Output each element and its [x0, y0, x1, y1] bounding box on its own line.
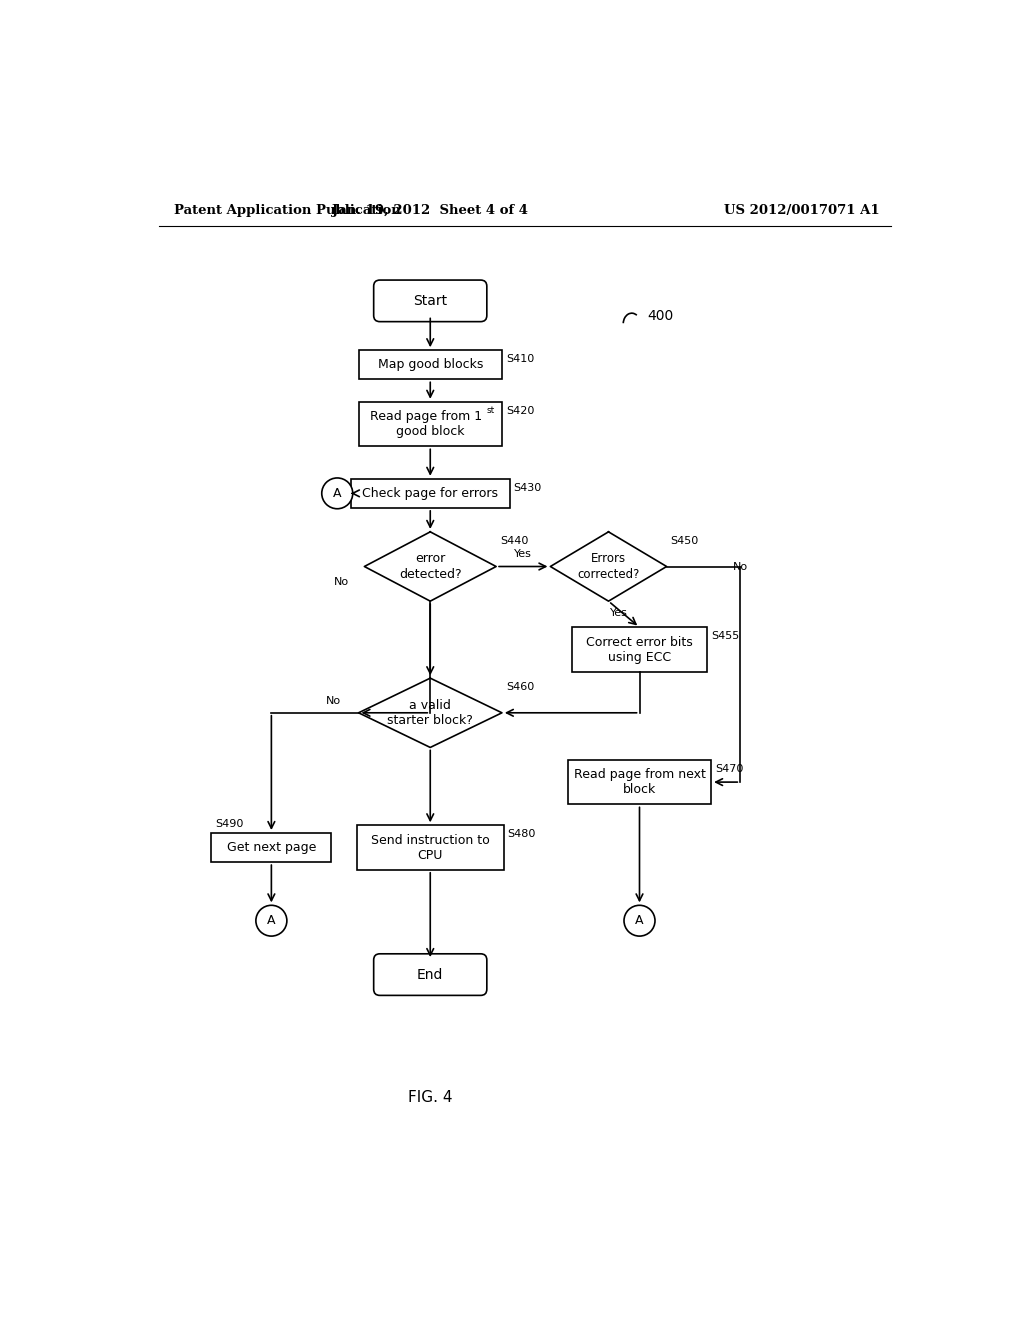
Text: st: st — [486, 405, 495, 414]
FancyBboxPatch shape — [568, 760, 712, 804]
Text: A: A — [267, 915, 275, 927]
FancyBboxPatch shape — [358, 401, 502, 446]
Circle shape — [322, 478, 352, 508]
Text: A: A — [635, 915, 644, 927]
Text: Start: Start — [414, 294, 447, 308]
FancyBboxPatch shape — [374, 280, 486, 322]
Text: Read page from 1: Read page from 1 — [371, 409, 482, 422]
Text: Read page from next
block: Read page from next block — [573, 768, 706, 796]
Text: No: No — [732, 561, 748, 572]
FancyBboxPatch shape — [358, 350, 502, 379]
Text: S480: S480 — [508, 829, 537, 840]
Text: S460: S460 — [506, 682, 535, 692]
Text: Get next page: Get next page — [226, 841, 316, 854]
Text: No: No — [334, 577, 349, 587]
Text: Check page for errors: Check page for errors — [362, 487, 499, 500]
Circle shape — [256, 906, 287, 936]
Text: S450: S450 — [671, 536, 698, 545]
Text: S470: S470 — [715, 763, 743, 774]
FancyBboxPatch shape — [374, 954, 486, 995]
Text: No: No — [327, 696, 341, 706]
Text: S410: S410 — [506, 354, 535, 364]
Text: Yes: Yes — [610, 609, 628, 618]
Text: 400: 400 — [647, 309, 674, 323]
Polygon shape — [365, 532, 496, 601]
Text: error
detected?: error detected? — [399, 553, 462, 581]
Text: Jan. 19, 2012  Sheet 4 of 4: Jan. 19, 2012 Sheet 4 of 4 — [332, 205, 528, 218]
Text: Correct error bits
using ECC: Correct error bits using ECC — [586, 636, 693, 664]
Text: A: A — [333, 487, 341, 500]
FancyBboxPatch shape — [351, 479, 510, 508]
Polygon shape — [550, 532, 667, 601]
Text: End: End — [417, 968, 443, 982]
Circle shape — [624, 906, 655, 936]
FancyBboxPatch shape — [356, 825, 504, 870]
Text: S420: S420 — [506, 405, 535, 416]
Text: Map good blocks: Map good blocks — [378, 358, 483, 371]
Text: Errors
corrected?: Errors corrected? — [578, 553, 640, 581]
Polygon shape — [358, 678, 502, 747]
Text: S490: S490 — [215, 820, 244, 829]
Text: Send instruction to
CPU: Send instruction to CPU — [371, 833, 489, 862]
Text: Yes: Yes — [514, 549, 532, 558]
Text: S440: S440 — [500, 536, 528, 545]
Text: US 2012/0017071 A1: US 2012/0017071 A1 — [724, 205, 880, 218]
Text: S430: S430 — [514, 483, 542, 492]
Text: a valid
starter block?: a valid starter block? — [387, 698, 473, 727]
Text: good block: good block — [396, 425, 465, 438]
FancyBboxPatch shape — [211, 833, 332, 862]
Text: S455: S455 — [712, 631, 739, 642]
FancyBboxPatch shape — [571, 627, 708, 672]
Text: FIG. 4: FIG. 4 — [408, 1090, 453, 1105]
Text: Patent Application Publication: Patent Application Publication — [174, 205, 401, 218]
